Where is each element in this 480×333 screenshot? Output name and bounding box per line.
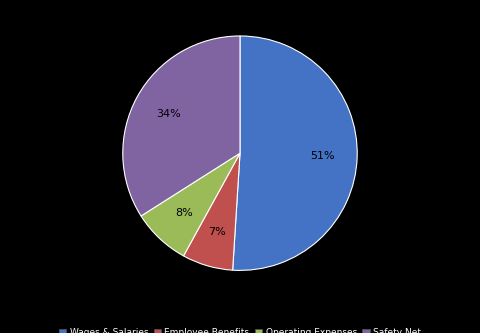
Wedge shape: [183, 153, 240, 270]
Text: 34%: 34%: [156, 109, 180, 119]
Wedge shape: [141, 153, 240, 256]
Legend: Wages & Salaries, Employee Benefits, Operating Expenses, Safety Net: Wages & Salaries, Employee Benefits, Ope…: [57, 327, 423, 333]
Wedge shape: [123, 36, 240, 216]
Wedge shape: [233, 36, 357, 270]
Text: 51%: 51%: [310, 151, 335, 161]
Text: 7%: 7%: [208, 227, 226, 237]
Text: 8%: 8%: [175, 208, 192, 218]
